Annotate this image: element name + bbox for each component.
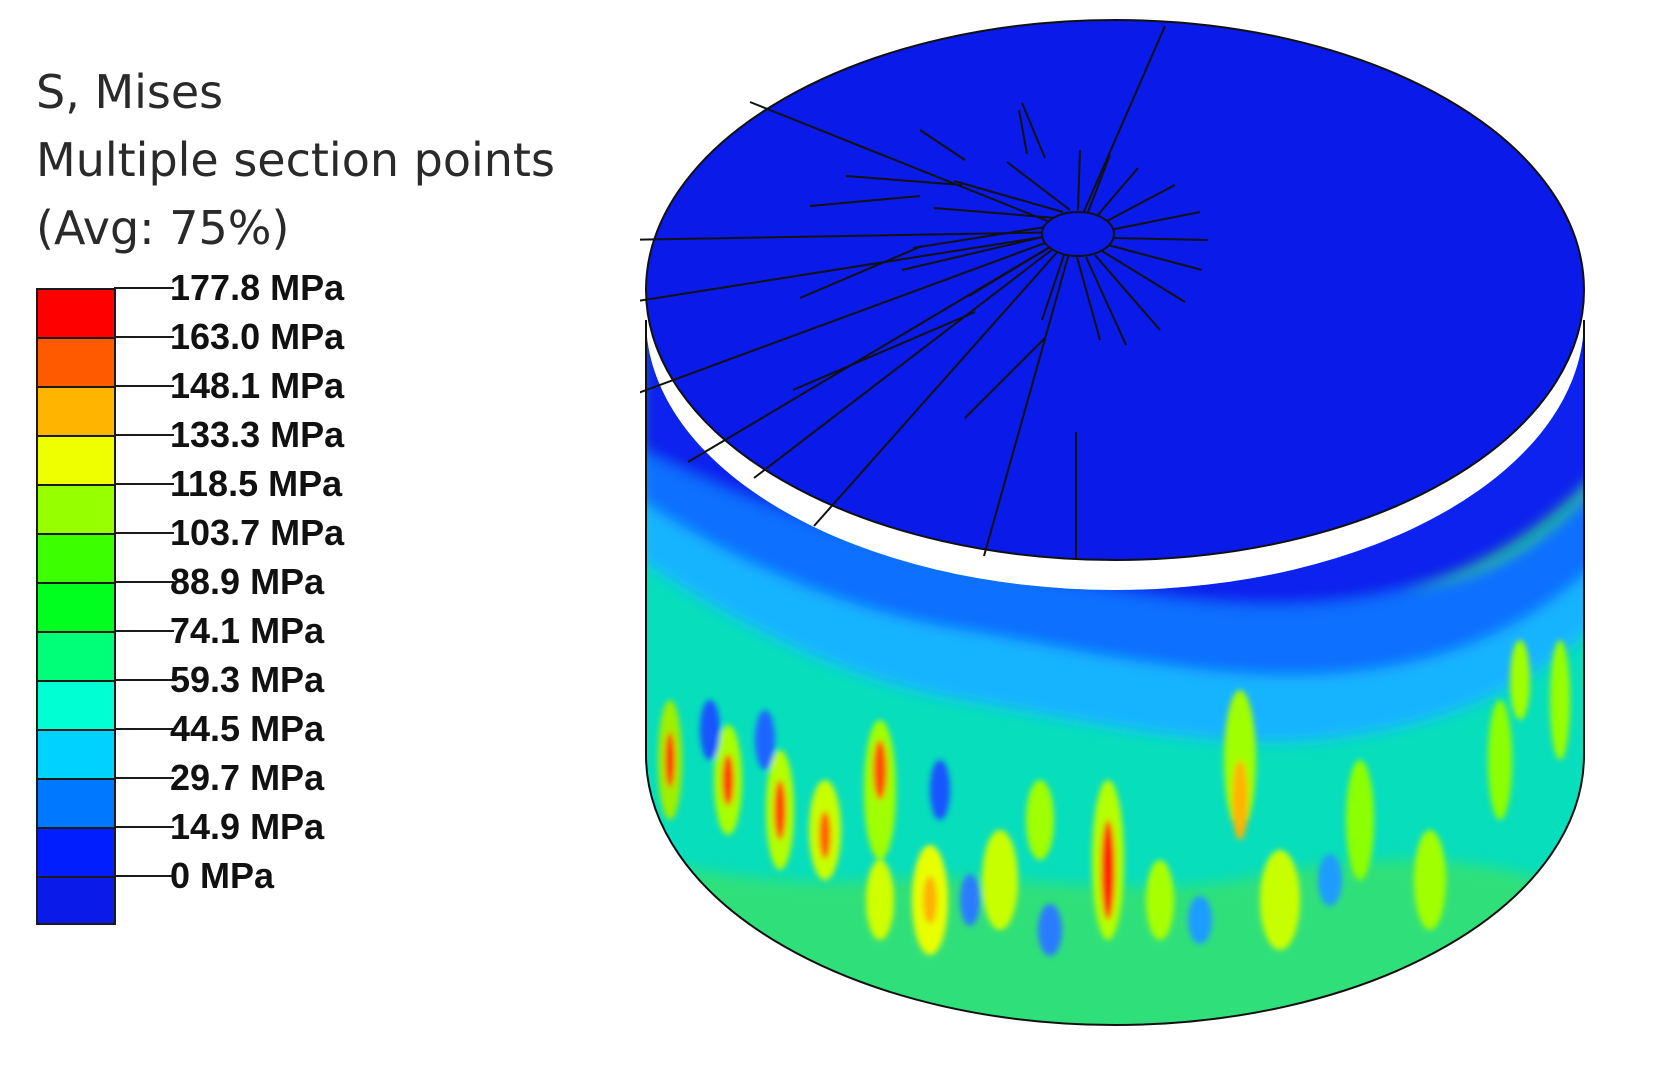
scale-swatch bbox=[36, 484, 116, 533]
wall-outline bbox=[645, 320, 1585, 1026]
scale-label: 74.1 MPa bbox=[170, 610, 325, 651]
scale-tick bbox=[114, 679, 174, 681]
scale-tick bbox=[114, 630, 174, 632]
scale-label: 103.7 MPa bbox=[170, 512, 345, 553]
scale-label: 148.1 MPa bbox=[170, 365, 345, 406]
scale-swatch bbox=[36, 435, 116, 484]
scale-swatch bbox=[36, 680, 116, 729]
scale-tick bbox=[114, 434, 174, 436]
scale-swatch bbox=[36, 876, 116, 925]
scale-label: 118.5 MPa bbox=[170, 463, 343, 504]
scale-tick bbox=[114, 581, 174, 583]
scale-swatch bbox=[36, 288, 116, 337]
scale-tick bbox=[114, 826, 174, 828]
scale-tick bbox=[114, 336, 174, 338]
scale-label: 59.3 MPa bbox=[170, 659, 325, 700]
scale-swatch bbox=[36, 631, 116, 680]
wall-hotspots bbox=[658, 640, 1570, 956]
legend-title-line-2: Multiple section points bbox=[36, 133, 555, 187]
cylinder-stress-contour-model bbox=[640, 19, 1585, 1026]
scale-tick bbox=[114, 483, 174, 485]
scale-swatch bbox=[36, 533, 116, 582]
scale-tick bbox=[114, 532, 174, 534]
cylinder-top-face bbox=[640, 19, 1585, 561]
scale-label: 163.0 MPa bbox=[170, 316, 345, 357]
scale-swatch bbox=[36, 729, 116, 778]
scale-label: 177.8 MPa bbox=[170, 267, 345, 308]
scale-swatch bbox=[36, 337, 116, 386]
scale-label: 44.5 MPa bbox=[170, 708, 325, 749]
top-face-hub bbox=[1041, 211, 1115, 257]
top-face-hub-spokes bbox=[901, 149, 1209, 346]
scale-label: 133.3 MPa bbox=[170, 414, 345, 455]
scale-label: 0 MPa bbox=[170, 855, 275, 896]
scale-tick bbox=[114, 728, 174, 730]
legend-title: S, Mises Multiple section points (Avg: 7… bbox=[36, 58, 555, 262]
scale-swatch bbox=[36, 582, 116, 631]
scale-swatch bbox=[36, 827, 116, 876]
legend-title-line-3: (Avg: 75%) bbox=[36, 201, 290, 255]
scale-label: 14.9 MPa bbox=[170, 806, 325, 847]
scale-label: 29.7 MPa bbox=[170, 757, 325, 798]
scale-swatch bbox=[36, 386, 116, 435]
scale-tick bbox=[114, 875, 174, 877]
scale-swatch bbox=[36, 778, 116, 827]
scale-tick bbox=[114, 287, 174, 289]
scale-tick bbox=[114, 385, 174, 387]
legend-title-line-1: S, Mises bbox=[36, 65, 224, 119]
wall-band-blue bbox=[646, 380, 1584, 676]
scale-label: 88.9 MPa bbox=[170, 561, 325, 602]
scale-tick bbox=[114, 777, 174, 779]
